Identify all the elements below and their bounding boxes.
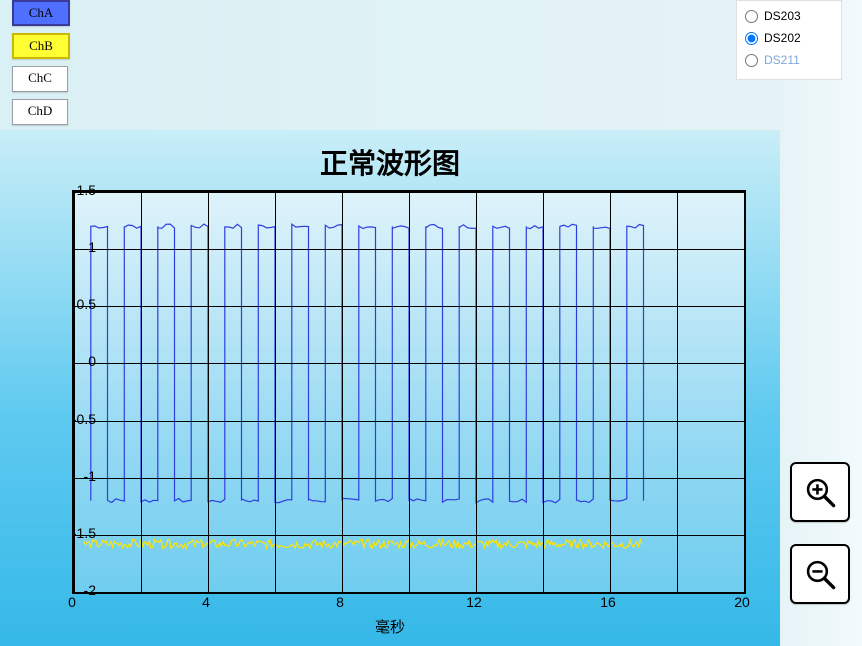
zoom-out-icon	[803, 557, 837, 591]
device-select-panel: DS203 DS202 DS211	[736, 0, 842, 80]
x-axis-label: 毫秒	[0, 616, 780, 637]
y-tick-label: -0.5	[56, 411, 96, 427]
y-tick-label: -1	[56, 468, 96, 484]
zoom-in-icon	[803, 475, 837, 509]
y-tick-label: 1	[56, 239, 96, 255]
y-tick-label: 0	[56, 353, 96, 369]
device-radio-ds203[interactable]	[745, 10, 758, 23]
y-tick-label: -2	[56, 582, 96, 598]
device-radio-ds211[interactable]	[745, 54, 758, 67]
channel-button-d[interactable]: ChD	[12, 99, 68, 125]
zoom-in-button[interactable]	[790, 462, 850, 522]
device-label: DS211	[764, 53, 800, 67]
channel-button-b[interactable]: ChB	[12, 33, 70, 59]
x-tick-label: 8	[336, 594, 344, 610]
chart-title: 正常波形图	[0, 142, 780, 182]
waveform-chart: 正常波形图 毫秒 048121620-2-1.5-1-0.500.511.5	[0, 130, 780, 646]
x-tick-label: 4	[202, 594, 210, 610]
waveform-chb	[84, 539, 642, 548]
device-option-ds203[interactable]: DS203	[745, 5, 833, 27]
channel-button-c[interactable]: ChC	[12, 66, 68, 92]
plot-area	[72, 190, 746, 594]
y-tick-label: 1.5	[56, 182, 96, 198]
zoom-button-stack	[790, 462, 850, 604]
x-tick-label: 16	[600, 594, 616, 610]
x-tick-label: 20	[734, 594, 750, 610]
device-option-ds202[interactable]: DS202	[745, 27, 833, 49]
y-tick-label: 0.5	[56, 296, 96, 312]
channel-button-stack: ChA ChB ChC ChD	[12, 0, 70, 125]
device-label: DS203	[764, 9, 801, 23]
zoom-out-button[interactable]	[790, 544, 850, 604]
y-tick-label: -1.5	[56, 525, 96, 541]
device-label: DS202	[764, 31, 801, 45]
x-tick-label: 12	[466, 594, 482, 610]
device-option-ds211[interactable]: DS211	[745, 49, 833, 71]
channel-button-a[interactable]: ChA	[12, 0, 70, 26]
device-radio-ds202[interactable]	[745, 32, 758, 45]
